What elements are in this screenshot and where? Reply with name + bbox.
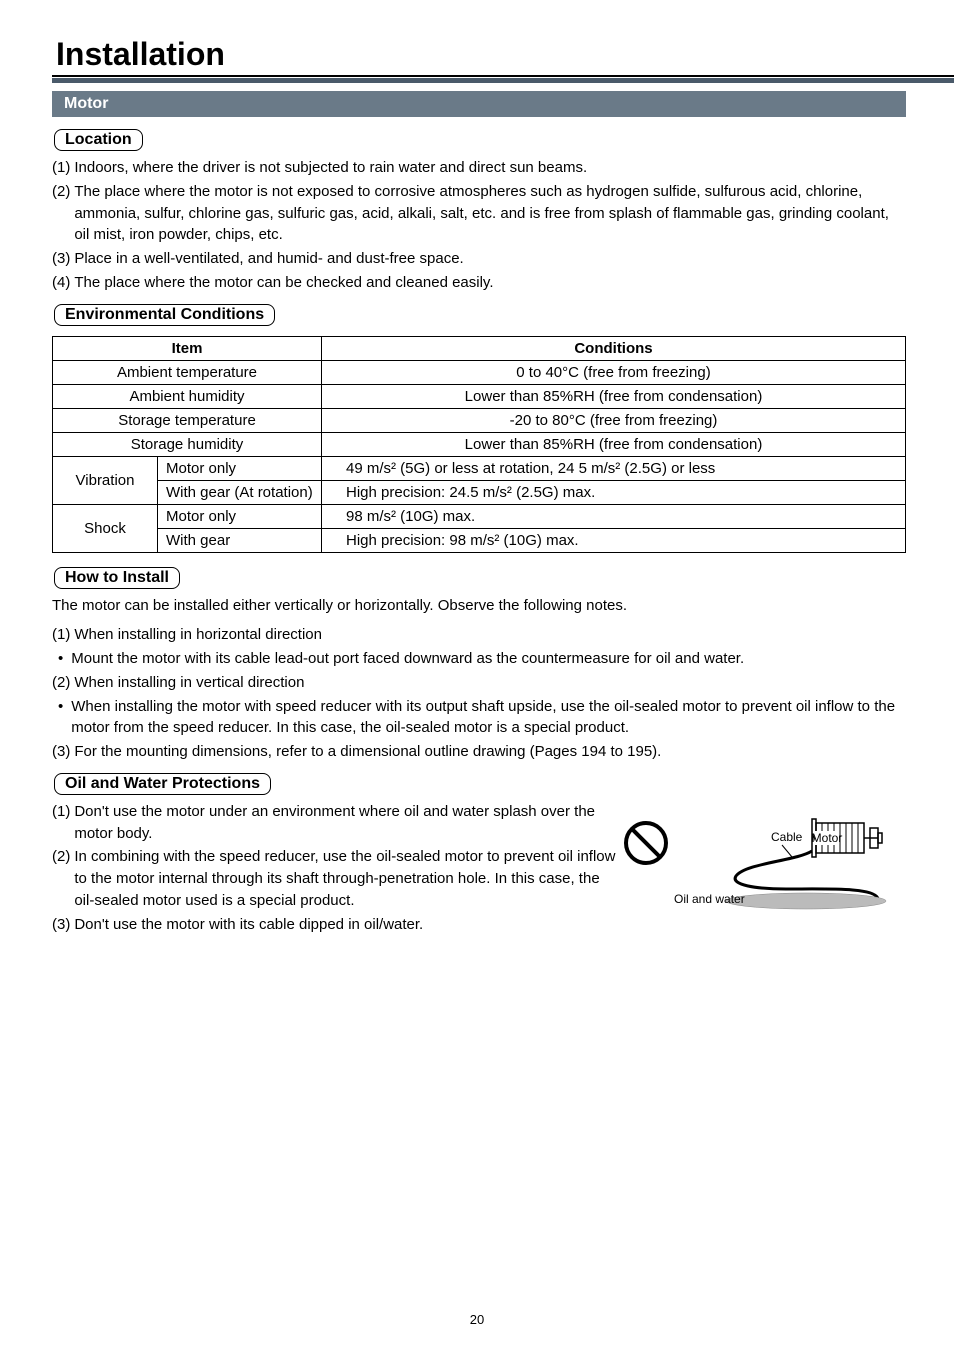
list-num: (1) xyxy=(52,624,74,646)
cable-icon xyxy=(735,851,878,899)
list-num: (2) xyxy=(52,672,74,694)
td-cond: 49 m/s² (5G) or less at rotation, 24 5 m… xyxy=(322,456,906,480)
list-text: Mount the motor with its cable lead-out … xyxy=(71,648,906,670)
td-item: Storage humidity xyxy=(53,432,322,456)
list-num: (2) xyxy=(52,846,74,911)
heading-howto: How to Install xyxy=(54,567,180,589)
td-item-shock: Shock xyxy=(53,504,158,552)
howto-intro: The motor can be installed either vertic… xyxy=(52,595,906,617)
cable-label: Cable xyxy=(771,830,803,844)
list-text: When installing in vertical direction xyxy=(74,672,906,694)
heading-location: Location xyxy=(54,129,143,151)
td-item-vibration: Vibration xyxy=(53,456,158,504)
td-cond: 0 to 40°C (free from freezing) xyxy=(322,360,906,384)
howto-list: (1)When installing in horizontal directi… xyxy=(52,624,906,763)
td-item: Ambient humidity xyxy=(53,384,322,408)
location-list: (1)Indoors, where the driver is not subj… xyxy=(52,157,906,294)
td-subitem: With gear (At rotation) xyxy=(158,480,322,504)
td-cond: Lower than 85%RH (free from condensation… xyxy=(322,384,906,408)
heading-env: Environmental Conditions xyxy=(54,304,275,326)
list-bullet: • xyxy=(52,648,71,670)
td-cond: High precision: 98 m/s² (10G) max. xyxy=(322,528,906,552)
section-motor-bar: Motor xyxy=(52,91,906,117)
oil-puddle-icon xyxy=(726,893,886,909)
oil-water-label: Oil and water xyxy=(674,892,745,906)
list-text: When installing the motor with speed red… xyxy=(71,696,906,740)
title-rule xyxy=(52,75,906,83)
list-text: Don't use the motor under an environment… xyxy=(74,801,616,845)
list-num: (3) xyxy=(52,741,74,763)
list-text: In combining with the speed reducer, use… xyxy=(74,846,616,911)
list-bullet: • xyxy=(52,696,71,740)
list-num: (1) xyxy=(52,801,74,845)
list-num: (3) xyxy=(52,248,74,270)
td-item: Storage temperature xyxy=(53,408,322,432)
td-subitem: Motor only xyxy=(158,504,322,528)
list-text: Indoors, where the driver is not subject… xyxy=(74,157,906,179)
page-title: Installation xyxy=(56,36,906,73)
prohibition-icon xyxy=(626,823,666,863)
list-text: For the mounting dimensions, refer to a … xyxy=(74,741,906,763)
th-item: Item xyxy=(53,336,322,360)
list-num: (4) xyxy=(52,272,74,294)
motor-label: Motor xyxy=(812,831,843,845)
td-subitem: With gear xyxy=(158,528,322,552)
env-conditions-table: Item Conditions Ambient temperature0 to … xyxy=(52,336,906,553)
td-cond: 98 m/s² (10G) max. xyxy=(322,504,906,528)
td-cond: Lower than 85%RH (free from condensation… xyxy=(322,432,906,456)
list-num: (2) xyxy=(52,181,74,246)
th-conditions: Conditions xyxy=(322,336,906,360)
list-text: When installing in horizontal direction xyxy=(74,624,906,646)
oilwater-list: (1)Don't use the motor under an environm… xyxy=(52,801,616,936)
td-item: Ambient temperature xyxy=(53,360,322,384)
page-number: 20 xyxy=(0,1312,954,1327)
td-cond: High precision: 24.5 m/s² (2.5G) max. xyxy=(322,480,906,504)
oil-water-diagram: Motor Motor Cable Oil and water xyxy=(616,801,896,931)
td-subitem: Motor only xyxy=(158,456,322,480)
td-cond: -20 to 80°C (free from freezing) xyxy=(322,408,906,432)
list-num: (1) xyxy=(52,157,74,179)
list-text: Place in a well-ventilated, and humid- a… xyxy=(74,248,906,270)
list-text: The place where the motor can be checked… xyxy=(74,272,906,294)
list-text: Don't use the motor with its cable dippe… xyxy=(74,914,616,936)
list-num: (3) xyxy=(52,914,74,936)
heading-oilwater: Oil and Water Protections xyxy=(54,773,271,795)
list-text: The place where the motor is not exposed… xyxy=(74,181,906,246)
